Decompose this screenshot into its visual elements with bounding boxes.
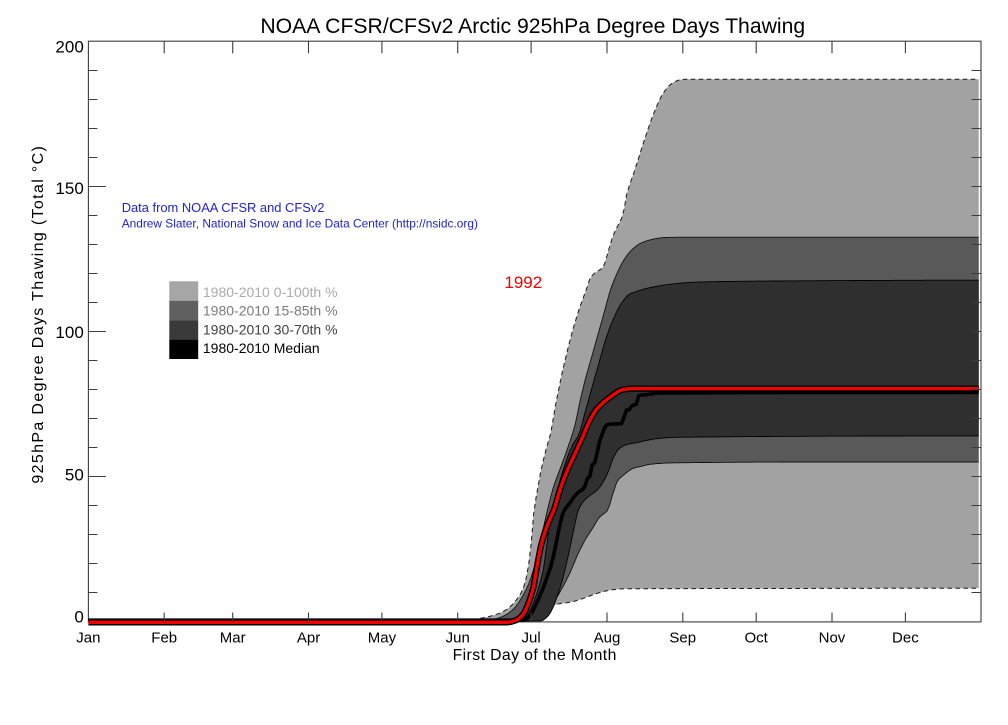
svg-text:1980-2010 30-70th %: 1980-2010 30-70th % — [203, 321, 338, 337]
svg-text:1980-2010 15-85th %: 1980-2010 15-85th % — [203, 303, 338, 319]
svg-text:Dec: Dec — [892, 629, 919, 646]
svg-text:Apr: Apr — [297, 629, 320, 646]
svg-text:0: 0 — [74, 608, 83, 627]
svg-text:50: 50 — [65, 466, 84, 485]
svg-text:Andrew Slater, National Snow a: Andrew Slater, National Snow and Ice Dat… — [122, 217, 478, 231]
svg-text:Jan: Jan — [76, 629, 100, 646]
svg-text:150: 150 — [55, 179, 83, 198]
svg-text:First Day of the Month: First Day of the Month — [453, 647, 617, 664]
svg-text:1980-2010 0-100th %: 1980-2010 0-100th % — [203, 284, 338, 300]
svg-text:Sep: Sep — [669, 629, 696, 646]
svg-text:Jun: Jun — [446, 629, 470, 646]
svg-text:Mar: Mar — [220, 629, 246, 646]
svg-text:Data from NOAA CFSR and CFSv2: Data from NOAA CFSR and CFSv2 — [122, 200, 325, 215]
svg-text:NOAA CFSR/CFSv2 Arctic 925hPa: NOAA CFSR/CFSv2 Arctic 925hPa Degree Day… — [260, 15, 805, 38]
svg-text:Oct: Oct — [744, 629, 768, 646]
svg-text:200: 200 — [55, 37, 83, 56]
svg-text:Jul: Jul — [522, 629, 541, 646]
svg-text:Feb: Feb — [151, 629, 177, 646]
svg-text:1992: 1992 — [504, 273, 542, 292]
svg-text:925hPa Degree Days Thawing (To: 925hPa Degree Days Thawing (Total °C) — [30, 145, 47, 484]
svg-text:100: 100 — [55, 323, 83, 342]
svg-text:May: May — [368, 629, 397, 646]
svg-text:Nov: Nov — [819, 629, 846, 646]
svg-text:1980-2010 Median: 1980-2010 Median — [203, 340, 320, 356]
svg-text:Aug: Aug — [594, 629, 621, 646]
